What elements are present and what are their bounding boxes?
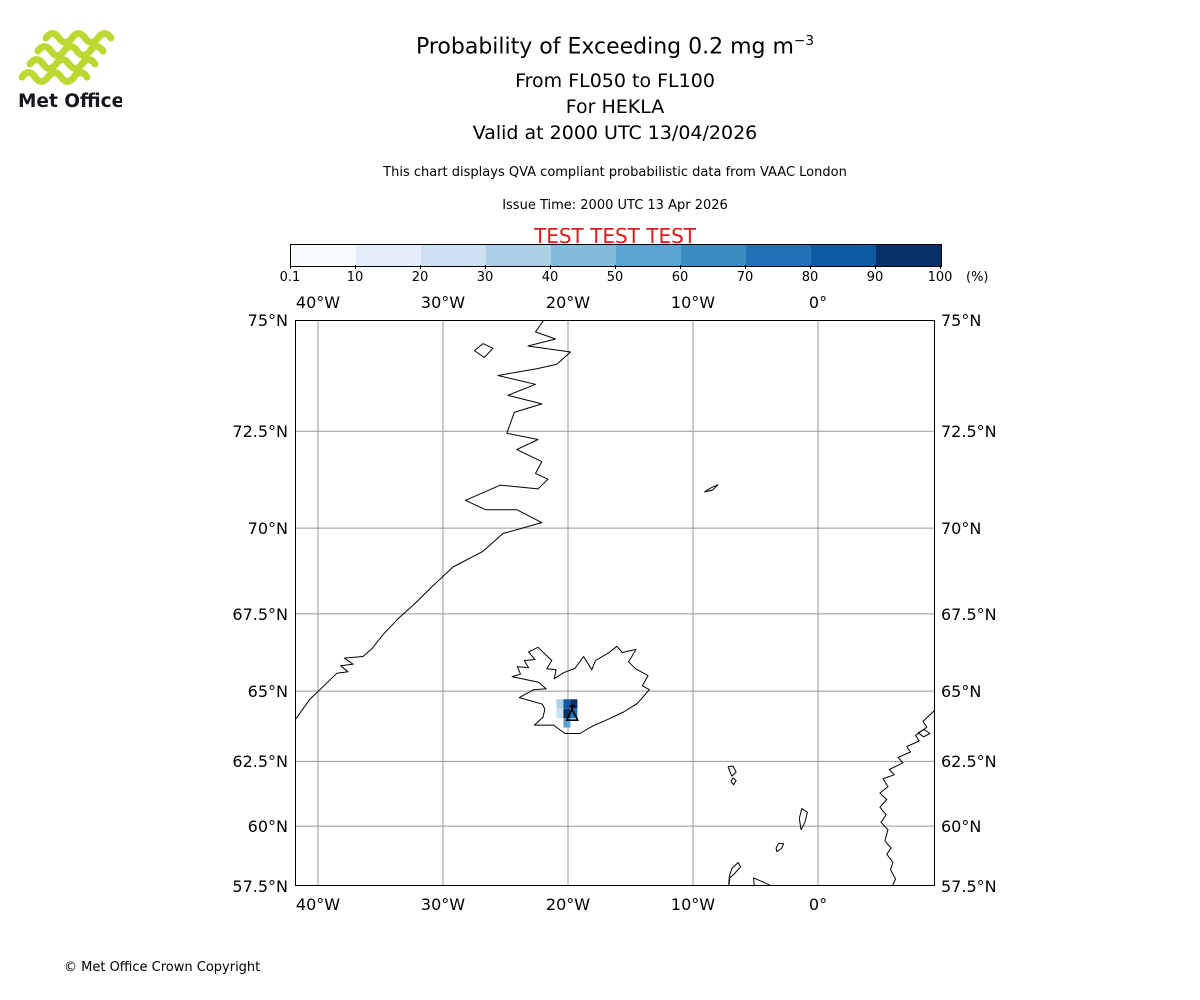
colorbar-tick-label: 30 [476,270,494,285]
chart-title-text: Probability of Exceeding 0.2 mg m [415,34,794,60]
lat-label-right: 65°N [941,682,982,702]
lat-label-right: 60°N [941,817,982,837]
colorbar-tick-label: 20 [411,270,429,285]
coastline-scotland [753,877,771,886]
met-office-logo: Met Office [18,30,122,112]
probability-cell [563,699,571,709]
colorbar-tick [680,265,681,269]
colorbar-tick-label: 70 [736,270,754,285]
lon-label-bottom: 0° [808,895,828,914]
lon-label-bottom: 10°W [670,895,716,914]
coastline-greenland-island [473,343,494,358]
probability-cell [556,708,564,719]
lat-label-right: 57.5°N [941,877,997,896]
chart-title-superscript: −3 [793,33,815,49]
flight-level-line: From FL050 to FL100 [515,70,715,93]
coastline-shetland [798,808,808,831]
lon-label-bottom: 20°W [545,895,591,914]
colorbar-tick [810,265,811,269]
coastline-norway-island [917,729,931,738]
lat-label-left: 62.5°N [232,752,288,772]
colorbar-tick [420,265,421,269]
coastline-norway [879,709,935,886]
colorbar-segment-80-90 [811,245,876,266]
lat-label-left: 57.5°N [232,877,288,896]
lat-label-right: 70°N [941,519,982,539]
colorbar-tick-label: 90 [866,270,884,285]
coastline-iceland [511,645,650,734]
lat-label-right: 62.5°N [941,752,997,772]
colorbar-labels: 0.1 10 20 30 40 50 60 70 80 90 100 (%) [280,265,1010,293]
lon-label-top: 10°W [670,293,716,312]
lat-label-left: 75°N [247,311,288,330]
colorbar-segment-10-20 [356,245,421,266]
coastline-greenland [295,320,571,721]
lat-label-left: 60°N [247,817,288,837]
lat-label-left: 70°N [247,519,288,539]
lon-label-top: 40°W [295,293,341,312]
probability-cell [563,708,571,719]
lat-label-left: 72.5°N [232,422,288,442]
colorbar-tick-label: 50 [606,270,624,285]
probability-cell [556,699,564,709]
colorbar-tick [875,265,876,269]
coastline-faroe-islands [727,765,737,777]
lat-label-right: 72.5°N [941,422,997,442]
colorbar-tick [550,265,551,269]
valid-time-line: Valid at 2000 UTC 13/04/2026 [472,122,758,145]
lon-label-bottom: 40°W [295,895,341,914]
colorbar-tick-label: 60 [671,270,689,285]
colorbar-segment-50-60 [616,245,681,266]
volcano-marker-hekla [565,704,579,721]
colorbar-segment-60-70 [681,245,746,266]
lon-label-top: 0° [808,293,828,312]
copyright-notice: © Met Office Crown Copyright [64,960,261,975]
volcano-name-line: For HEKLA [565,96,665,119]
colorbar-tick [615,265,616,269]
colorbar-tick-label: 40 [541,270,559,285]
logo-waves-icon [18,30,115,85]
colorbar-tick-label: 0.1 [279,270,301,285]
probability-cell [563,718,571,728]
colorbar-segment-0.1-10 [291,245,356,266]
qva-compliance-note: This chart displays QVA compliant probab… [383,165,847,181]
colorbar-unit: (%) [966,270,989,285]
lon-label-top: 20°W [545,293,591,312]
colorbar-tick [940,265,941,269]
coastline-orkney [775,842,785,853]
colorbar-segment-40-50 [551,245,616,266]
probability-colorbar [290,244,942,267]
colorbar-segment-30-40 [486,245,551,266]
colorbar-tick [485,265,486,269]
lat-label-left: 65°N [247,682,288,702]
colorbar-tick-label: 80 [801,270,819,285]
lat-label-right: 67.5°N [941,604,997,624]
chart-title: Probability of Exceeding 0.2 mg m−3 [30,26,1200,62]
colorbar-segment-20-30 [421,245,486,266]
logo-wordmark: Met Office [18,91,122,112]
colorbar-segment-70-80 [746,245,811,266]
lon-label-top: 30°W [420,293,466,312]
colorbar-tick-label: 10 [346,270,364,285]
colorbar-tick [290,265,291,269]
coastline-faroe-south [730,777,737,786]
lat-label-left: 67.5°N [232,604,288,624]
lon-label-bottom: 30°W [420,895,466,914]
coastline-outer-hebrides [728,862,741,886]
lat-label-right: 75°N [941,311,982,330]
coastline-jan-mayen [704,484,719,493]
probability-cell [570,699,578,709]
chart-header: Probability of Exceeding 0.2 mg m−3 From… [30,26,1200,250]
colorbar-tick [355,265,356,269]
issue-time-line: Issue Time: 2000 UTC 13 Apr 2026 [502,198,728,214]
colorbar-segment-90-100 [876,245,941,266]
colorbar-tick [745,265,746,269]
map-border [295,320,935,886]
map-canvas [295,320,935,886]
colorbar-tick-label: 100 [927,270,953,285]
